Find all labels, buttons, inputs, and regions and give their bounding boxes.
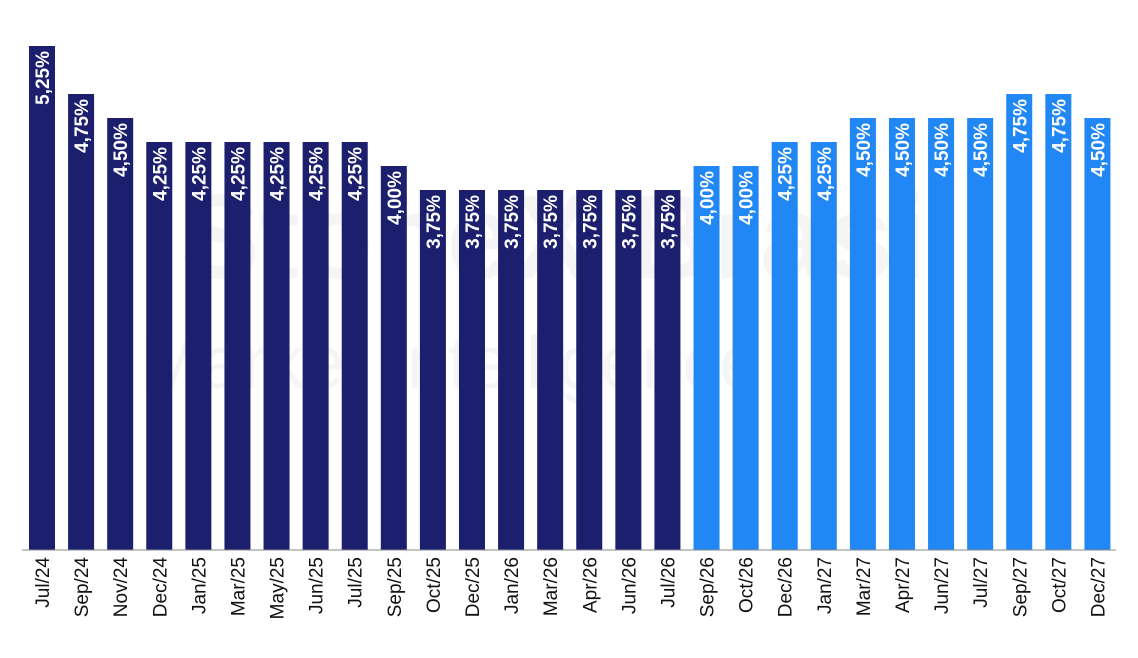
- tick-label-18: Oct/26: [737, 557, 758, 613]
- value-label-15: 3,75%: [619, 195, 640, 249]
- bar-10: [419, 190, 446, 550]
- bar-13: [537, 190, 564, 550]
- bar-9: [380, 166, 407, 550]
- bar-24: [967, 118, 994, 550]
- value-label-13: 3,75%: [541, 195, 562, 249]
- value-label-1: 4,75%: [72, 99, 93, 153]
- tick-label-23: Jun/27: [932, 557, 953, 614]
- tick-label-15: Jun/26: [619, 557, 640, 614]
- value-label-24: 4,50%: [971, 123, 992, 177]
- bar-0: [29, 46, 55, 550]
- tick-label-12: Jan/26: [502, 557, 523, 614]
- bar-11: [458, 190, 485, 550]
- bar-21: [849, 118, 876, 550]
- bar-1: [68, 94, 95, 550]
- tick-label-5: Mar/25: [228, 557, 249, 616]
- value-label-2: 4,50%: [111, 123, 132, 177]
- value-label-7: 4,25%: [307, 147, 328, 201]
- tick-label-7: Jun/25: [307, 557, 328, 614]
- value-label-25: 4,75%: [1010, 99, 1031, 153]
- x-tick-labels: Jul/24 Sep/24 Nov/24 Dec/24 Jan/25 Mar/25 May/…: [33, 557, 1109, 620]
- value-label-0: 5,25%: [33, 51, 54, 105]
- bar-2: [107, 118, 134, 550]
- tick-label-6: May/25: [268, 557, 289, 619]
- bar-22: [888, 118, 915, 550]
- bar-23: [928, 118, 955, 550]
- tick-label-4: Jan/25: [189, 557, 210, 614]
- value-label-20: 4,25%: [815, 147, 836, 201]
- bar-3: [146, 142, 173, 550]
- tick-label-10: Oct/25: [424, 557, 445, 613]
- tick-label-17: Sep/26: [698, 557, 719, 617]
- tick-label-2: Nov/24: [111, 557, 132, 618]
- value-label-11: 3,75%: [463, 195, 484, 249]
- value-label-27: 4,50%: [1088, 123, 1109, 177]
- bar-25: [1006, 94, 1033, 550]
- tick-label-1: Sep/24: [72, 557, 93, 618]
- value-label-17: 4,00%: [698, 171, 719, 225]
- tick-label-27: Dec/27: [1088, 557, 1109, 617]
- bars-group: 5,25% 4,75% 4,50% 4,25% 4,25% 4,25% 4,25% 4,25%…: [29, 46, 1111, 550]
- value-label-19: 4,25%: [776, 147, 797, 201]
- value-label-3: 4,25%: [150, 147, 171, 201]
- bar-20: [810, 142, 837, 550]
- tick-label-3: Dec/24: [150, 557, 171, 618]
- bar-27: [1084, 118, 1111, 550]
- value-label-14: 3,75%: [580, 195, 601, 249]
- tick-label-9: Sep/25: [385, 557, 406, 617]
- value-label-6: 4,25%: [268, 147, 289, 201]
- bar-7: [302, 142, 329, 550]
- value-label-8: 4,25%: [346, 147, 367, 201]
- value-label-10: 3,75%: [424, 195, 445, 249]
- value-label-5: 4,25%: [228, 147, 249, 201]
- bar-17: [693, 166, 720, 550]
- bar-15: [615, 190, 642, 550]
- tick-label-20: Jan/27: [815, 557, 836, 614]
- bar-12: [498, 190, 525, 550]
- bar-5: [224, 142, 251, 550]
- tick-label-13: Mar/26: [541, 557, 562, 616]
- value-label-12: 3,75%: [502, 195, 523, 249]
- bar-26: [1045, 94, 1072, 550]
- value-label-21: 4,50%: [854, 123, 875, 177]
- bar-19: [771, 142, 798, 550]
- value-label-22: 4,50%: [893, 123, 914, 177]
- tick-label-21: Mar/27: [854, 557, 875, 616]
- bar-18: [732, 166, 759, 550]
- value-label-16: 3,75%: [658, 195, 679, 249]
- value-label-18: 4,00%: [737, 171, 758, 225]
- value-label-26: 4,75%: [1049, 99, 1070, 153]
- value-label-4: 4,25%: [189, 147, 210, 201]
- tick-label-14: Apr/26: [580, 557, 601, 613]
- tick-label-24: Jul/27: [971, 557, 992, 608]
- bar-4: [185, 142, 212, 550]
- tick-label-19: Dec/26: [776, 557, 797, 617]
- tick-label-8: Jul/25: [346, 557, 367, 608]
- tick-label-16: Jul/26: [658, 557, 679, 608]
- bar-16: [654, 190, 681, 550]
- bar-8: [341, 142, 368, 550]
- bar-14: [576, 190, 603, 550]
- watermark-line-1: StoneX Brasil: [180, 170, 960, 304]
- tick-label-26: Oct/27: [1049, 557, 1070, 613]
- tick-label-22: Apr/27: [893, 557, 914, 613]
- value-label-9: 4,00%: [385, 171, 406, 225]
- value-label-23: 4,50%: [932, 123, 953, 177]
- tick-label-11: Dec/25: [463, 557, 484, 617]
- tick-label-25: Sep/27: [1010, 557, 1031, 617]
- tick-label-0: Jul/24: [33, 557, 54, 608]
- bar-6: [263, 142, 290, 550]
